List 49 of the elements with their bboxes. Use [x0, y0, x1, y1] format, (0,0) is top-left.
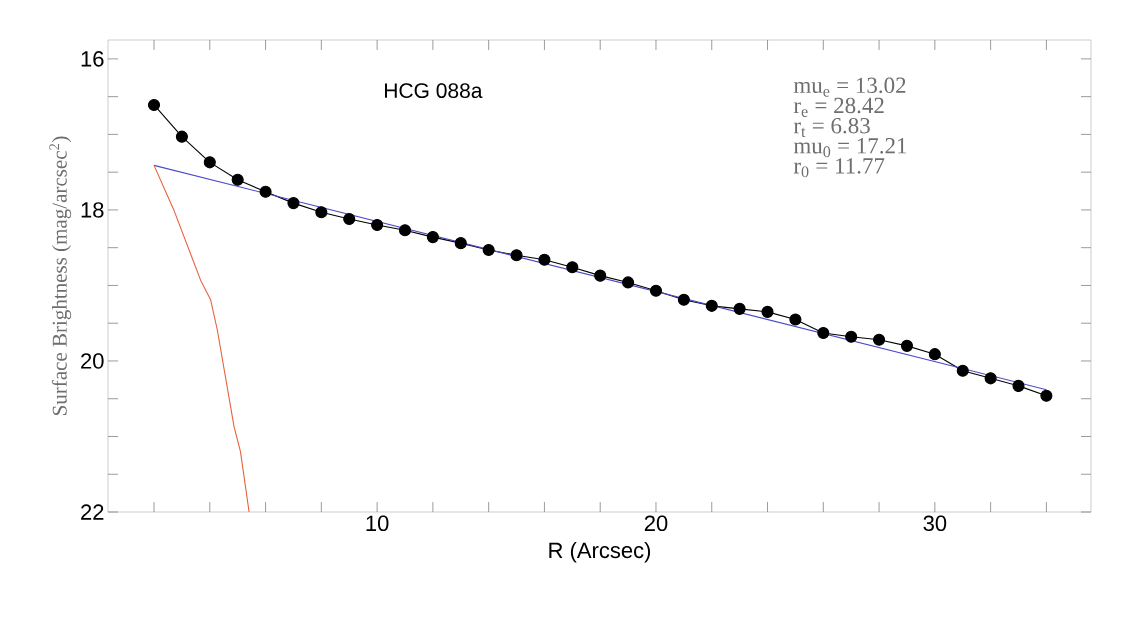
point [900, 339, 914, 352]
point [873, 333, 886, 346]
point [371, 218, 384, 232]
point [649, 284, 663, 297]
point [677, 293, 690, 306]
point [203, 156, 216, 169]
annotation: r$_{0}$ = 11.77 [793, 158, 885, 178]
point [259, 185, 272, 198]
y-tick-label: 20 [81, 353, 104, 369]
x-tick-label: 10 [366, 515, 389, 532]
x-tick-label: 20 [644, 515, 668, 532]
point [789, 313, 802, 326]
point [482, 243, 495, 256]
annotation: mu$_{0}$ = 17.21 [793, 138, 907, 158]
point [426, 231, 439, 244]
y-axis-title: Surface Brightness (mag/arcsec$^{2}$) [49, 136, 72, 415]
point [315, 206, 328, 219]
point [175, 130, 188, 143]
text: HCG 088a [385, 83, 483, 99]
point [538, 253, 551, 266]
point [956, 364, 969, 377]
point [845, 330, 858, 343]
annotation: r$_{t}$ = 6.83 [793, 117, 870, 138]
x-axis-title: R (Arcsec) [549, 541, 651, 563]
x-tick-label: 30 [923, 515, 947, 532]
point [761, 305, 774, 318]
point [147, 98, 161, 111]
point [928, 348, 941, 361]
point [705, 299, 718, 312]
point [817, 326, 830, 340]
point [594, 269, 607, 282]
point [454, 237, 467, 250]
point [510, 249, 523, 262]
y-tick-label: 18 [81, 202, 104, 218]
point [343, 212, 356, 226]
line-series [153, 164, 250, 513]
point [1040, 389, 1053, 402]
point [398, 224, 412, 237]
point [1012, 379, 1025, 392]
point [622, 276, 635, 289]
point [566, 261, 579, 274]
point [733, 302, 746, 315]
point [984, 372, 997, 385]
y-tick-label: 16 [81, 51, 104, 67]
point [287, 197, 300, 210]
point [231, 173, 244, 186]
annotation: mu$_{e}$ = 13.02 [793, 77, 906, 97]
y-tick-label: 22 [81, 504, 104, 520]
annotation: r$_{e}$ = 28.42 [793, 97, 884, 117]
